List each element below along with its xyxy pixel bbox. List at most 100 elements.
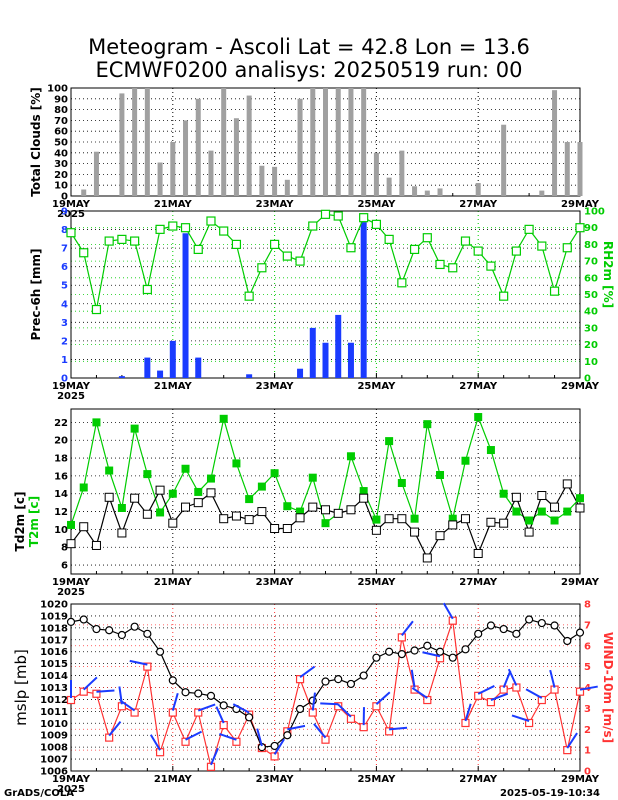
mslp-marker: [435, 647, 445, 656]
cloud-bar: [272, 166, 278, 196]
y-tick-label-right: 8: [584, 600, 591, 611]
x-tick-label: 23MAY: [256, 199, 295, 210]
td2m-marker: [231, 511, 241, 521]
x-tick-label: 19MAY: [52, 774, 91, 785]
rh-marker: [499, 291, 509, 301]
wind-line: [70, 620, 581, 770]
td2m-marker: [117, 528, 127, 538]
rh-marker: [206, 216, 216, 226]
td2m-marker: [410, 527, 420, 537]
rh-marker: [320, 209, 331, 219]
y-tick-label: 10: [54, 181, 68, 192]
mslp-marker: [410, 646, 419, 655]
y-tick-label-right: 5: [584, 662, 591, 673]
x-tick-label: 27MAY: [459, 381, 498, 392]
wind-marker: [385, 727, 394, 736]
chart-title-line1: Meteogram - Ascoli Lat = 42.8 Lon = 13.6: [88, 35, 530, 59]
x-year-label: 2025: [57, 784, 85, 795]
wind-barb: [311, 692, 316, 711]
rh-marker: [397, 278, 407, 288]
precip-bar: [118, 376, 125, 378]
mslp-marker: [206, 691, 216, 700]
t2m-marker: [92, 418, 101, 427]
t2m-marker: [117, 504, 126, 512]
t2m-marker: [79, 483, 88, 492]
wind-barb: [185, 730, 203, 741]
t2m-marker: [245, 495, 254, 504]
td2m-marker: [397, 514, 407, 524]
rh-marker: [575, 223, 585, 233]
wind-barb: [320, 702, 339, 706]
rh-marker: [282, 251, 292, 261]
t2m-marker: [130, 424, 139, 433]
footer-right-label: 2025-05-19-10:34: [500, 788, 600, 799]
y-axis-label: Total Clouds [%]: [29, 87, 43, 197]
wind-marker: [537, 695, 546, 705]
cloud-bar: [233, 118, 239, 196]
t2m-marker: [563, 507, 572, 516]
t2m-marker: [156, 508, 165, 517]
cloud-bar: [170, 142, 176, 196]
td2m-marker: [244, 515, 254, 525]
wind-marker: [346, 714, 356, 723]
t2m-marker: [181, 464, 190, 473]
t2m-marker: [105, 466, 114, 475]
t2m-marker: [67, 520, 75, 529]
rh-marker: [524, 224, 534, 234]
td2m-marker: [384, 514, 394, 524]
mslp-marker: [321, 677, 330, 686]
t2m-marker: [423, 420, 432, 429]
mslp-marker: [66, 617, 76, 626]
cloud-bar: [93, 151, 99, 196]
rh-marker: [231, 239, 242, 249]
y-tick-label-right: 60: [584, 273, 598, 284]
y-axis-label-right: WIND-10m [m/s]: [601, 632, 615, 743]
wind-barb: [422, 651, 441, 658]
cloud-bar: [297, 98, 303, 196]
mslp-marker: [334, 675, 343, 684]
y-tick-label: 12: [54, 507, 68, 518]
td2m-marker: [371, 525, 381, 535]
td2m-marker: [295, 513, 305, 523]
precip-bar: [335, 314, 342, 378]
precip-bar: [157, 370, 164, 378]
td2m-marker: [206, 488, 216, 498]
y-tick-label: 30: [54, 159, 68, 170]
td2m-marker: [104, 492, 114, 502]
rh-marker: [308, 221, 318, 231]
wind-barb: [579, 685, 598, 691]
precip-bar: [309, 327, 316, 378]
y-tick-label-right: 50: [584, 290, 598, 301]
wind-barb: [464, 703, 472, 722]
x-tick-label: 19MAY: [52, 381, 91, 392]
y-tick-label: 1019: [40, 611, 68, 622]
cloud-bar: [323, 88, 328, 196]
cloud-bar: [284, 179, 290, 196]
x-tick-label: 19MAY: [52, 577, 91, 588]
t2m-marker: [436, 471, 445, 479]
y-tick-label: 5: [61, 281, 68, 292]
y-tick-label: 1006: [40, 767, 68, 778]
t2m-marker: [219, 414, 228, 423]
td2m-marker: [168, 518, 178, 528]
td2m-marker: [499, 518, 509, 528]
t2m-marker: [270, 469, 279, 478]
cloud-bar: [335, 88, 341, 196]
cloud-bar: [259, 165, 265, 196]
wind-barb: [389, 726, 408, 731]
y-tick-label-right: 40: [584, 307, 598, 318]
td2m-marker: [181, 502, 191, 512]
t2m-marker: [537, 507, 546, 516]
y-tick-label-right: 80: [584, 240, 598, 251]
mslp-marker: [359, 671, 368, 680]
wind-marker: [524, 718, 534, 728]
td2m-marker: [333, 508, 343, 518]
cloud-bar: [373, 152, 379, 196]
y-tick-label: 1016: [40, 647, 68, 658]
y-tick-label-right: 90: [584, 223, 598, 234]
t2m-marker: [385, 437, 394, 446]
td2m-marker: [511, 492, 521, 502]
td2m-marker: [422, 553, 432, 563]
x-tick-label: 29MAY: [561, 577, 600, 588]
